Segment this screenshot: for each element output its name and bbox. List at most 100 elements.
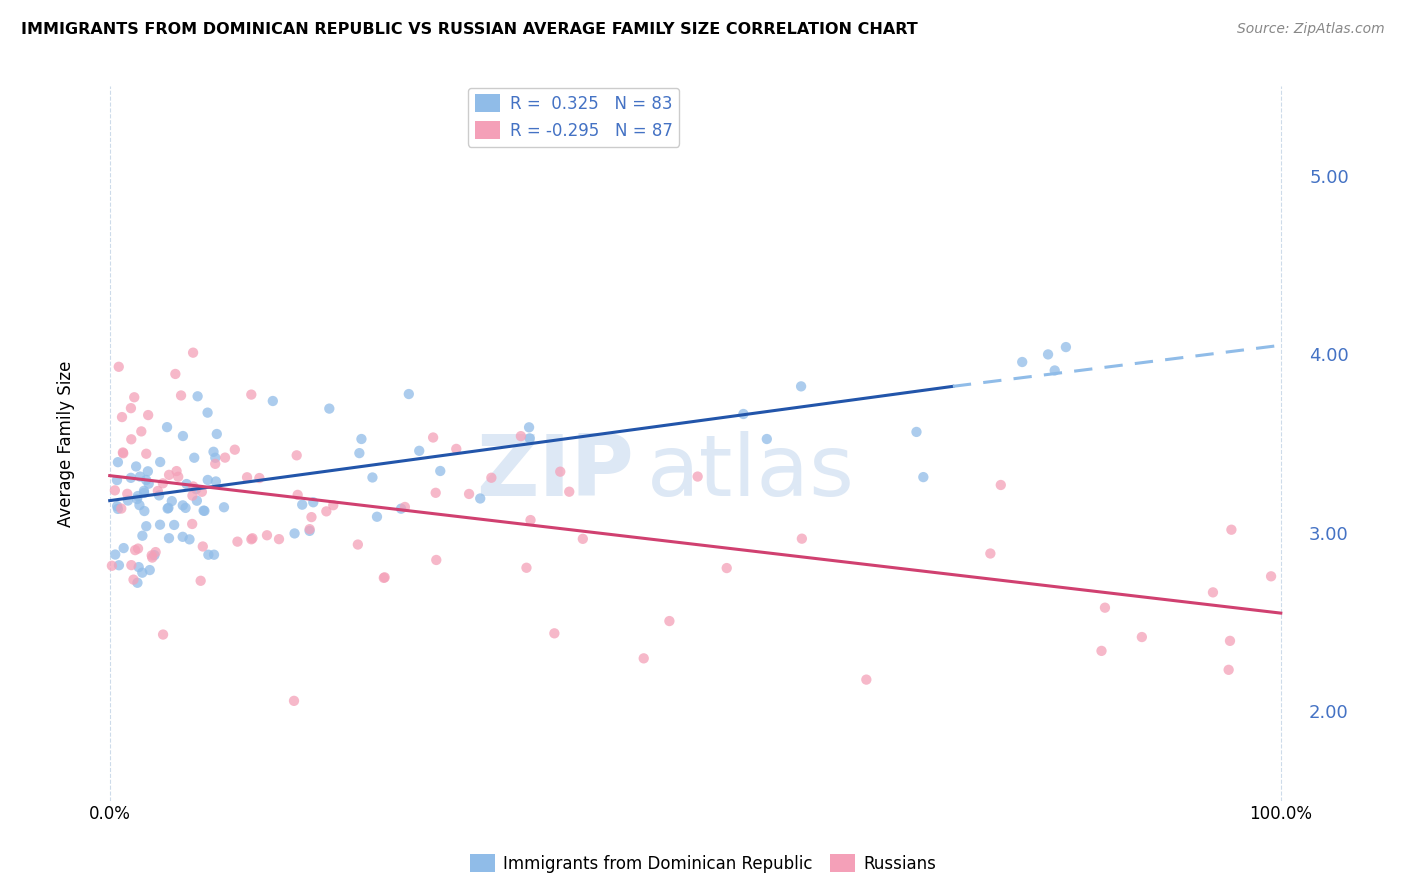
Point: [131, 529, 153, 543]
Point: [990, 478, 1012, 492]
Point: [716, 561, 738, 575]
Point: [135, 473, 157, 487]
Point: [111, 445, 134, 459]
Point: [139, 563, 162, 577]
Point: [470, 491, 492, 506]
Point: [389, 501, 412, 516]
Point: [107, 359, 129, 374]
Point: [287, 488, 309, 502]
Point: [572, 532, 595, 546]
Point: [187, 389, 209, 403]
Point: [104, 548, 127, 562]
Point: [284, 526, 307, 541]
Point: [204, 457, 226, 471]
Point: [298, 524, 321, 538]
Point: [790, 532, 813, 546]
Point: [425, 553, 447, 567]
Point: [112, 541, 135, 555]
Point: [301, 510, 323, 524]
Point: [172, 429, 194, 443]
Point: [152, 476, 174, 491]
Point: [347, 537, 370, 551]
Point: [1220, 523, 1243, 537]
Point: [204, 450, 226, 465]
Point: [224, 442, 246, 457]
Point: [112, 446, 135, 460]
Point: [104, 483, 127, 498]
Point: [658, 614, 681, 628]
Point: [166, 464, 188, 478]
Point: [283, 694, 305, 708]
Point: [197, 406, 219, 420]
Point: [236, 470, 259, 484]
Point: [170, 388, 193, 402]
Point: [120, 558, 142, 573]
Point: [905, 425, 928, 439]
Point: [398, 387, 420, 401]
Point: [519, 513, 541, 527]
Point: [127, 541, 149, 556]
Point: [157, 500, 180, 515]
Point: [979, 547, 1001, 561]
Point: [193, 504, 215, 518]
Point: [127, 575, 149, 590]
Point: [1043, 363, 1066, 377]
Point: [226, 534, 249, 549]
Point: [165, 367, 187, 381]
Point: [181, 479, 204, 493]
Point: [117, 493, 139, 508]
Point: [374, 570, 396, 584]
Point: [156, 420, 179, 434]
Point: [366, 509, 388, 524]
Point: [156, 501, 179, 516]
Point: [202, 444, 225, 458]
Point: [422, 430, 444, 444]
Point: [191, 484, 214, 499]
Point: [105, 473, 128, 487]
Y-axis label: Average Family Size: Average Family Size: [58, 360, 75, 526]
Point: [107, 501, 129, 516]
Point: [143, 548, 166, 562]
Point: [129, 469, 152, 483]
Point: [157, 531, 180, 545]
Point: [373, 571, 395, 585]
Legend: Immigrants from Dominican Republic, Russians: Immigrants from Dominican Republic, Russ…: [464, 847, 942, 880]
Point: [134, 504, 156, 518]
Point: [1218, 663, 1240, 677]
Point: [145, 545, 167, 559]
Point: [174, 500, 197, 515]
Point: [183, 450, 205, 465]
Point: [110, 501, 132, 516]
Point: [318, 401, 340, 416]
Point: [138, 476, 160, 491]
Point: [515, 561, 537, 575]
Point: [240, 533, 263, 547]
Point: [141, 550, 163, 565]
Point: [136, 464, 159, 478]
Point: [1130, 630, 1153, 644]
Point: [193, 503, 215, 517]
Point: [163, 517, 186, 532]
Point: [122, 573, 145, 587]
Point: [128, 560, 150, 574]
Point: [157, 467, 180, 482]
Point: [197, 548, 219, 562]
Point: [129, 425, 152, 439]
Point: [1202, 585, 1225, 599]
Point: [148, 488, 170, 502]
Point: [733, 407, 755, 421]
Point: [350, 432, 373, 446]
Point: [1090, 644, 1112, 658]
Point: [267, 532, 290, 546]
Point: [548, 465, 571, 479]
Point: [247, 471, 270, 485]
Point: [152, 627, 174, 641]
Point: [111, 410, 134, 425]
Point: [1054, 340, 1077, 354]
Point: [361, 470, 384, 484]
Point: [176, 477, 198, 491]
Point: [408, 443, 430, 458]
Point: [212, 500, 235, 515]
Point: [425, 485, 447, 500]
Point: [256, 528, 278, 542]
